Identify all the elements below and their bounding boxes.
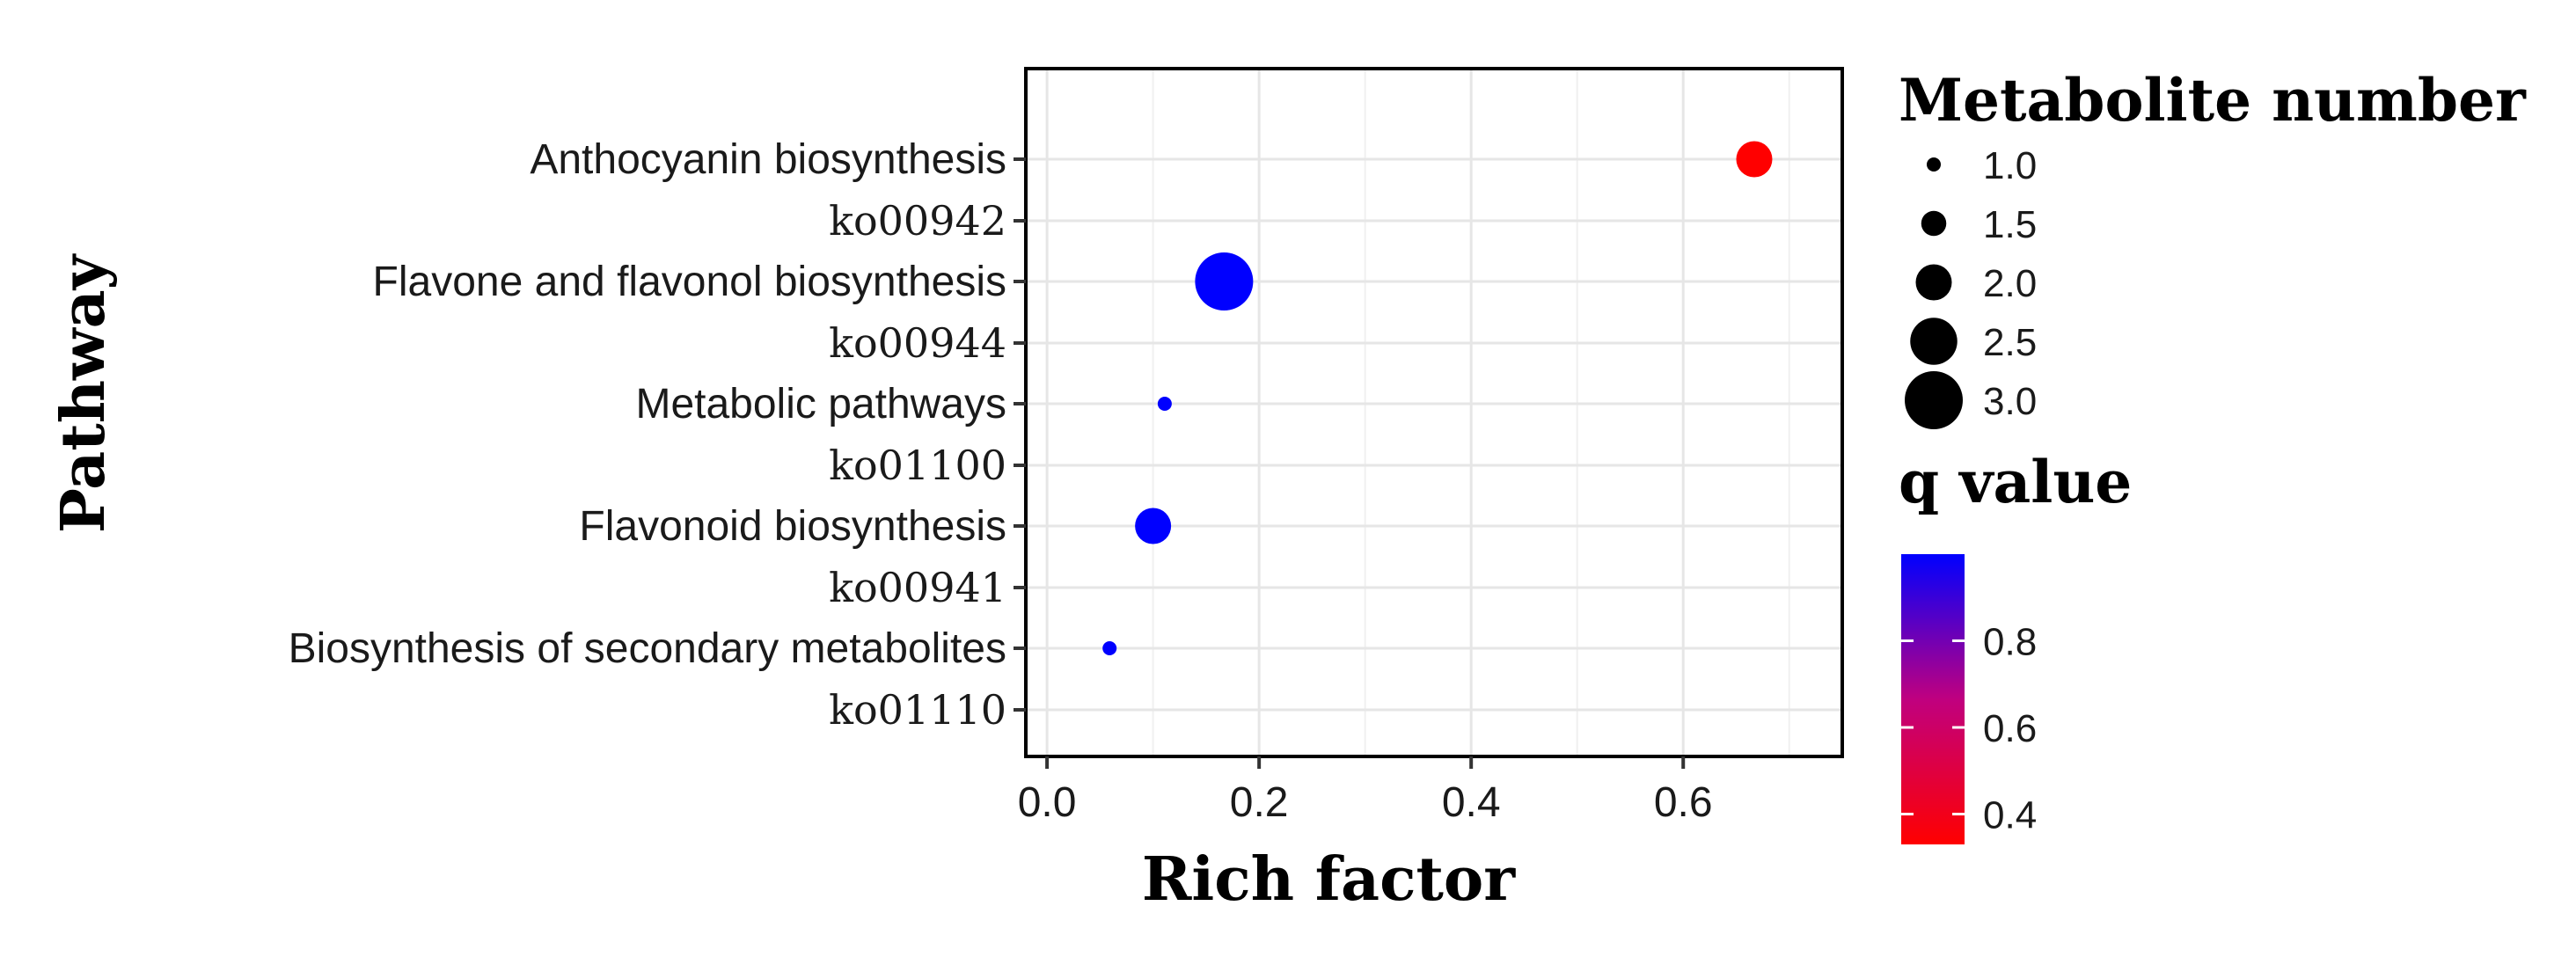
grid-lines bbox=[1026, 69, 1842, 756]
plot-panel bbox=[1026, 69, 1842, 756]
colorbar-tick-label: 0.4 bbox=[1983, 794, 2037, 837]
y-tick-label-pathway: Flavone and flavonol biosynthesis bbox=[373, 259, 1006, 305]
y-tick-label-code: ko01100 bbox=[829, 442, 1006, 489]
colorbar-tick-label: 0.6 bbox=[1983, 707, 2037, 750]
y-axis: Anthocyanin biosynthesis ko00942 Flavone a… bbox=[289, 136, 1026, 734]
y-axis-title: Pathway bbox=[48, 252, 119, 533]
x-axis: 0.0 0.2 0.4 0.6 bbox=[1018, 756, 1713, 826]
y-tick-label-pathway: Flavonoid biosynthesis bbox=[579, 503, 1006, 550]
size-legend-key bbox=[1905, 371, 1963, 429]
y-tick-label-code: ko00941 bbox=[829, 564, 1006, 611]
size-legend-items: 1.0 1.5 2.0 2.5 3.0 bbox=[1905, 144, 2037, 429]
x-tick-label: 0.6 bbox=[1654, 779, 1713, 826]
y-tick-label-code: ko01110 bbox=[829, 686, 1006, 734]
plot-border bbox=[1024, 67, 1844, 758]
y-tick-label-code: ko00944 bbox=[829, 319, 1006, 367]
size-legend-key bbox=[1910, 318, 1958, 365]
y-tick-label-pathway: Biosynthesis of secondary metabolites bbox=[289, 625, 1006, 672]
color-legend-ticks: 0.4 0.6 0.8 bbox=[1901, 621, 2037, 837]
y-tick-label-pathway: Anthocyanin biosynthesis bbox=[530, 136, 1006, 183]
data-point bbox=[1102, 641, 1117, 655]
data-point bbox=[1736, 141, 1773, 178]
size-legend-label: 1.0 bbox=[1983, 144, 2037, 187]
size-legend-title: Metabolite number bbox=[1899, 66, 2527, 135]
y-tick-label-code: ko00942 bbox=[829, 197, 1006, 245]
colorbar-tick-label: 0.8 bbox=[1983, 621, 2037, 664]
size-legend-key bbox=[1915, 264, 1952, 301]
size-legend-label: 2.5 bbox=[1983, 321, 2037, 364]
color-legend: q value 0.4 0.6 0.8 bbox=[1899, 448, 2132, 844]
size-legend-key bbox=[1927, 157, 1941, 172]
data-points bbox=[1102, 141, 1773, 655]
size-legend: Metabolite number 1.0 1.5 2.0 2.5 3.0 bbox=[1899, 66, 2527, 429]
x-axis-title: Rich factor bbox=[1142, 844, 1516, 915]
q-value-colorbar bbox=[1901, 554, 1965, 844]
x-tick-label: 0.0 bbox=[1018, 779, 1077, 826]
color-legend-title: q value bbox=[1899, 448, 2132, 516]
size-legend-key bbox=[1921, 210, 1947, 237]
size-legend-label: 3.0 bbox=[1983, 380, 2037, 423]
size-legend-label: 1.5 bbox=[1983, 203, 2037, 246]
x-tick-label: 0.2 bbox=[1230, 779, 1289, 826]
y-tick-label-pathway: Metabolic pathways bbox=[635, 381, 1006, 427]
size-legend-label: 2.0 bbox=[1983, 262, 2037, 305]
x-tick-label: 0.4 bbox=[1442, 779, 1501, 826]
data-point bbox=[1157, 397, 1172, 411]
data-point bbox=[1135, 508, 1172, 544]
data-point bbox=[1195, 252, 1254, 310]
